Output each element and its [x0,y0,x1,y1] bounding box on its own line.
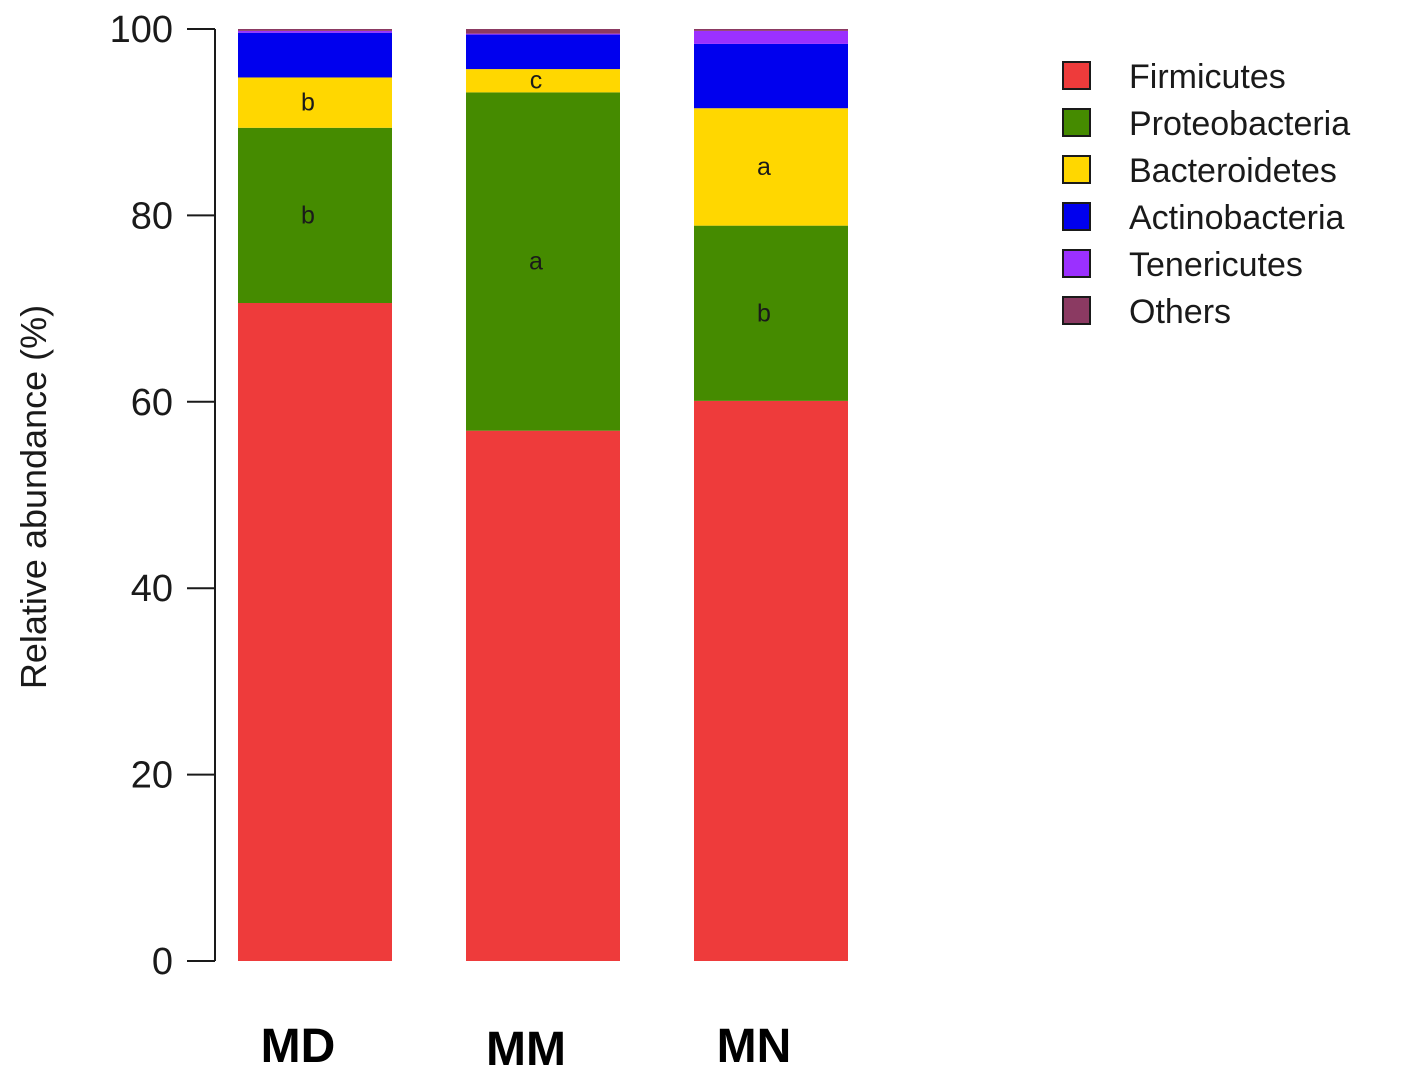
significance-label: c [530,67,543,95]
significance-label: a [529,248,543,276]
legend-swatch-proteobacteria [1062,108,1091,137]
y-tick-label: 0 [152,941,173,983]
significance-labels: b b a c b a [301,67,771,328]
bar-segment-mn-proteobacteria [694,225,848,401]
bar-segment-mn-firmicutes [694,400,848,961]
legend-label-proteobacteria: Proteobacteria [1129,105,1350,143]
y-tick-label: 60 [131,382,173,424]
significance-label: b [301,89,315,117]
category-label-mn: MN [717,1020,792,1068]
bar-segment-mn-actinobacteria [694,43,848,109]
bars [238,29,848,961]
bar-segment-mm-tenericutes [466,33,620,35]
bar-segment-md-proteobacteria [238,127,392,304]
y-axis: 0 20 40 60 80 100 [110,9,216,983]
legend-swatch-actinobacteria [1062,202,1091,231]
legend-label-firmicutes: Firmicutes [1129,58,1286,96]
bar-segment-mn-bacteroidetes [694,108,848,226]
bar-segment-mm-proteobacteria [466,92,620,431]
category-labels: MD MM MN [261,1020,792,1068]
bar-segment-md-firmicutes [238,303,392,961]
bar-segment-mm-actinobacteria [466,34,620,70]
category-label-md: MD [261,1020,336,1068]
significance-label: b [301,201,315,229]
bar-segment-md-actinobacteria [238,32,392,78]
legend-swatch-bacteroidetes [1062,155,1091,184]
y-tick-label: 80 [131,195,173,237]
legend-label-tenericutes: Tenericutes [1129,246,1303,284]
y-axis-title: Relative abundance (%) [13,305,54,689]
legend-label-actinobacteria: Actinobacteria [1129,199,1345,237]
y-tick-label: 20 [131,755,173,797]
bar-segment-md-bacteroidetes [238,77,392,128]
significance-label: a [757,153,771,181]
bar-segment-mn-others [694,29,848,31]
legend-swatch-firmicutes [1062,61,1091,90]
bar-segment-mm-bacteroidetes [466,69,620,93]
bar-segment-mn-tenericutes [694,30,848,44]
legend-swatch-tenericutes [1062,249,1091,278]
category-label-mm: MM [486,1023,566,1068]
y-tick-label: 40 [131,568,173,610]
legend-swatch-others [1062,296,1091,325]
significance-label: b [757,299,771,327]
legend: Firmicutes Proteobacteria Bacteroidetes Act… [1062,58,1350,331]
legend-label-bacteroidetes: Bacteroidetes [1129,152,1337,190]
bar-segment-md-others [238,29,392,31]
bar-segment-md-tenericutes [238,30,392,33]
y-tick-label: 100 [110,9,173,51]
legend-label-others: Others [1129,293,1231,331]
bar-segment-mm-firmicutes [466,430,620,961]
bar-segment-mm-others [466,29,620,34]
